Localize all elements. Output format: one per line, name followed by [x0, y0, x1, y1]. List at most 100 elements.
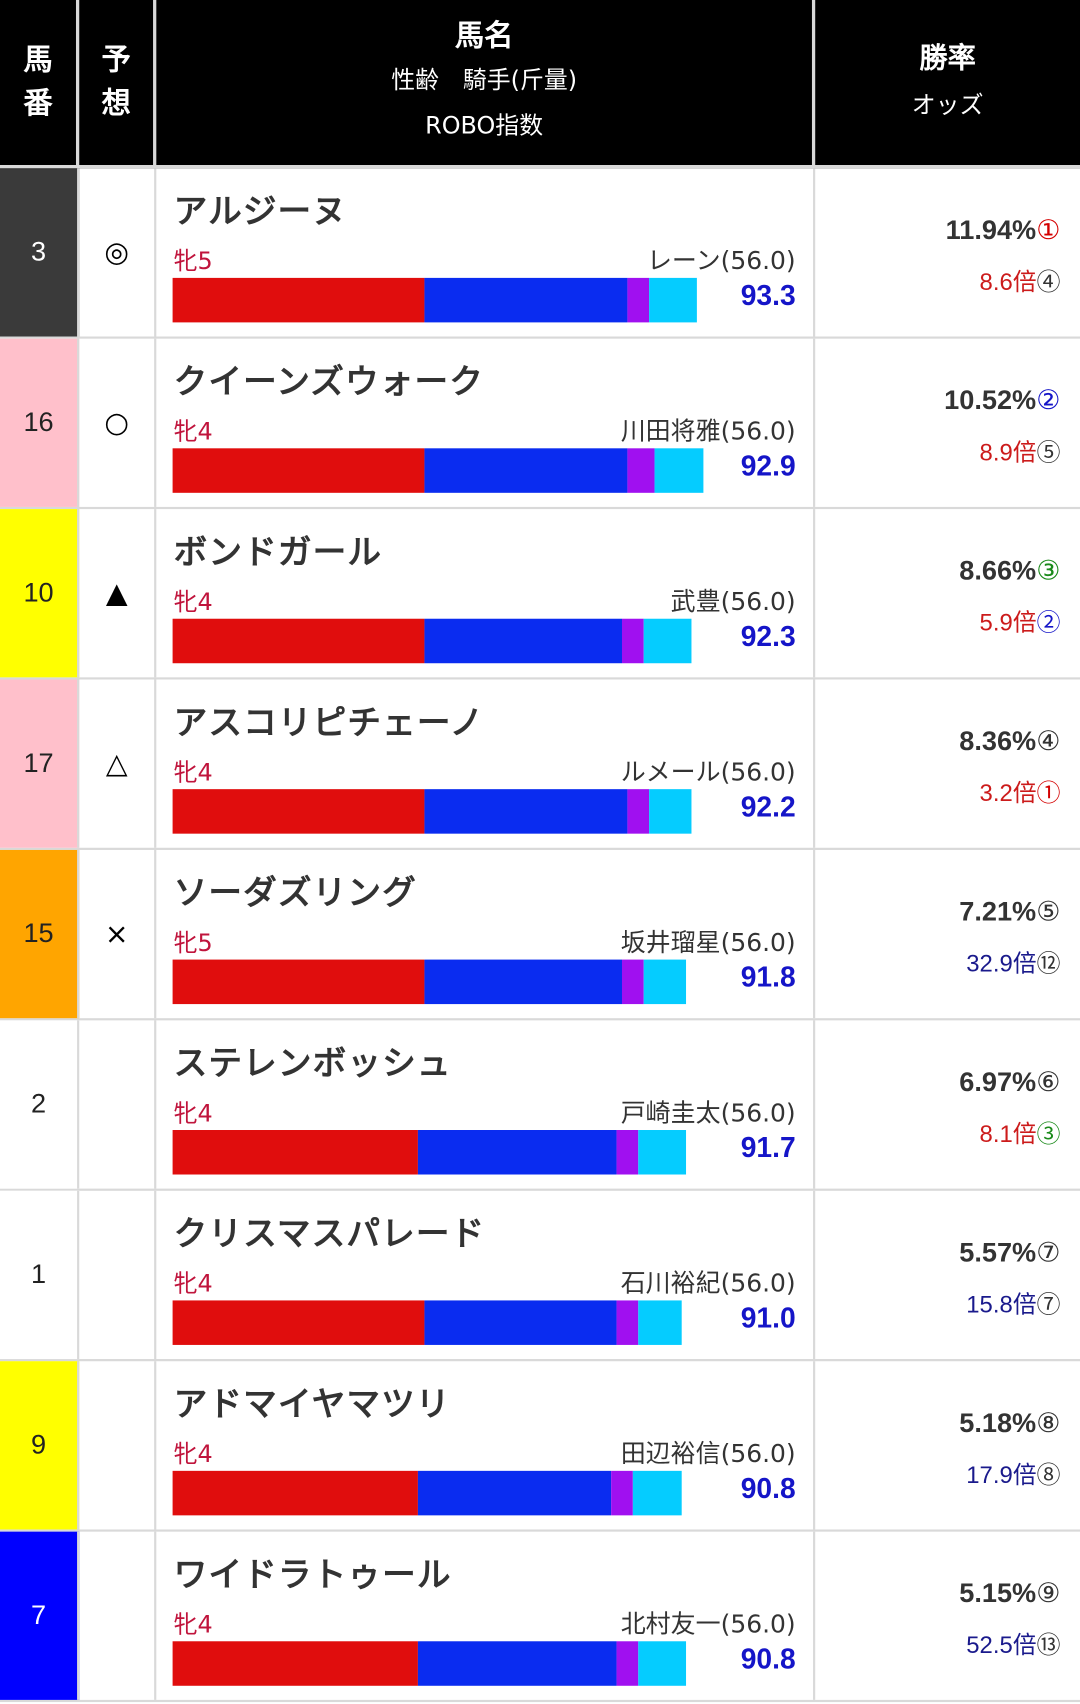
- jockey-weight: レーン(56.0): [646, 247, 796, 276]
- prediction-mark: ○: [104, 406, 130, 440]
- robo-index-value: 92.9: [740, 449, 796, 482]
- win-rate-rank: ⑧: [1036, 1407, 1061, 1439]
- robo-index-value: 91.0: [740, 1301, 796, 1335]
- prediction-mark: ▲: [105, 576, 128, 610]
- horse-name[interactable]: アルジーヌ: [173, 192, 348, 232]
- robo-index-value: 91.8: [740, 960, 796, 994]
- win-rate: 8.36%④: [959, 725, 1060, 758]
- horse-name[interactable]: アドマイヤマツリ: [173, 1385, 451, 1425]
- win-rate-value: 11.94%: [945, 214, 1037, 246]
- odds: 8.1倍③: [980, 1115, 1061, 1150]
- robo-index-bar-segment: [611, 1470, 633, 1516]
- robo-index-bar-segment: [654, 448, 704, 493]
- robo-index-bar: [172, 1300, 682, 1345]
- win-rate-rank: ⑥: [1036, 1067, 1061, 1098]
- win-rate: 11.94%①: [946, 214, 1061, 247]
- odds-value: 3.2倍: [979, 779, 1037, 807]
- sex-age: 牝4: [173, 589, 213, 617]
- table-row[interactable]: 16 ○ クイーンズウォーク 牝4 川田将雅(56.0) 92.9 10.52%…: [0, 338, 1080, 510]
- header-win-rate: 勝率 オッズ: [815, 0, 1080, 165]
- prediction-mark-cell: [79, 1361, 157, 1530]
- horse-number: 2: [30, 1088, 47, 1120]
- sex-age: 牝4: [173, 419, 213, 447]
- horse-number-cell: 2: [0, 1020, 80, 1189]
- table-row[interactable]: 3 ◎ アルジーヌ 牝5 レーン(56.0) 93.3 11.94%① 8.6倍…: [0, 168, 1080, 339]
- header-horse-number-line2: 番: [23, 86, 53, 121]
- horse-name[interactable]: アスコリピチェーノ: [173, 703, 485, 743]
- header-horse-number: 馬 番: [0, 0, 80, 165]
- robo-index-bar-segment: [627, 448, 655, 493]
- horse-number-cell: 3: [0, 168, 80, 337]
- sex-age: 牝4: [173, 1611, 213, 1640]
- horse-name[interactable]: ワイドラトゥール: [173, 1555, 452, 1595]
- robo-index-bar-segment: [172, 1470, 418, 1516]
- robo-index-bar-segment: [632, 1470, 682, 1516]
- horse-number: 1: [30, 1259, 47, 1290]
- horse-number-cell: 10: [0, 509, 80, 678]
- odds-rank: ⑬: [1036, 1631, 1061, 1659]
- odds: 17.9倍⑧: [966, 1456, 1060, 1491]
- robo-index-bar-segment: [172, 1641, 418, 1686]
- prediction-mark-cell: [79, 1190, 157, 1360]
- horse-name[interactable]: クイーンズウォーク: [173, 362, 484, 402]
- robo-index-bar-segment: [616, 1300, 639, 1345]
- odds-rank: ③: [1036, 1120, 1061, 1148]
- header-prediction-line2: 想: [101, 86, 131, 121]
- robo-index-bar: [172, 959, 687, 1005]
- odds-value: 52.5倍: [966, 1631, 1037, 1659]
- win-rate-rank: ⑦: [1036, 1237, 1061, 1268]
- win-rate-rank: ②: [1036, 385, 1061, 416]
- horse-name[interactable]: ステレンボッシュ: [173, 1044, 452, 1084]
- robo-index-bar-segment: [649, 277, 697, 323]
- sex-age: 牝5: [173, 248, 213, 276]
- horse-name[interactable]: クリスマスパレード: [173, 1214, 486, 1254]
- horse-number-cell: 15: [0, 849, 80, 1019]
- horse-info-cell: クイーンズウォーク 牝4 川田将雅(56.0) 92.9: [156, 338, 816, 507]
- robo-index-bar-segment: [172, 959, 425, 1005]
- horse-number-cell: 17: [0, 679, 80, 848]
- robo-index-bar-segment: [621, 618, 644, 664]
- prediction-mark: ×: [104, 917, 129, 951]
- robo-index-bar-segment: [417, 1641, 617, 1686]
- win-rate-value: 7.21%: [959, 896, 1037, 928]
- jockey-weight: 川田将雅(56.0): [620, 417, 796, 447]
- jockey-weight: 戸崎圭太(56.0): [620, 1099, 796, 1128]
- odds-rank: ①: [1036, 779, 1061, 807]
- horse-number: 9: [30, 1429, 47, 1460]
- table-row[interactable]: 2 ステレンボッシュ 牝4 戸崎圭太(56.0) 91.7 6.97%⑥ 8.1…: [0, 1020, 1080, 1191]
- odds: 8.6倍④: [980, 263, 1061, 298]
- robo-index-value: 93.3: [740, 278, 796, 312]
- table-row[interactable]: 15 × ソーダズリング 牝5 坂井瑠星(56.0) 91.8 7.21%⑤ 3…: [0, 849, 1080, 1021]
- robo-index-bar: [172, 277, 697, 323]
- header-win-rate-title: 勝率: [919, 42, 976, 75]
- horse-name[interactable]: ソーダズリング: [173, 873, 417, 913]
- horse-name[interactable]: ボンドガール: [173, 532, 383, 573]
- horse-number-cell: 16: [0, 338, 80, 507]
- win-rate-value: 5.15%: [959, 1578, 1037, 1609]
- table-row[interactable]: 1 クリスマスパレード 牝4 石川裕紀(56.0) 91.0 5.57%⑦ 15…: [0, 1190, 1080, 1362]
- odds-value: 8.9倍: [979, 438, 1037, 466]
- prediction-mark: ◎: [104, 236, 130, 269]
- robo-index-bar-segment: [424, 618, 622, 664]
- sex-age: 牝4: [173, 1271, 213, 1299]
- horse-info-cell: アルジーヌ 牝5 レーン(56.0) 93.3: [156, 168, 816, 337]
- table-row[interactable]: 10 ▲ ボンドガール 牝4 武豊(56.0) 92.3 8.66%③ 5.9倍…: [0, 509, 1080, 680]
- header-prediction-line1: 予: [101, 43, 131, 78]
- odds-value: 5.9倍: [979, 608, 1037, 637]
- table-row[interactable]: 17 △ アスコリピチェーノ 牝4 ルメール(56.0) 92.2 8.36%④…: [0, 679, 1080, 850]
- win-rate-cell: 8.66%③ 5.9倍②: [815, 509, 1080, 677]
- odds-value: 15.8倍: [966, 1290, 1037, 1318]
- robo-index-bar-segment: [649, 789, 692, 834]
- prediction-mark-cell: △: [79, 679, 157, 848]
- horse-info-cell: アドマイヤマツリ 牝4 田辺裕信(56.0) 90.8: [156, 1361, 816, 1530]
- win-rate-cell: 8.36%④ 3.2倍①: [815, 680, 1080, 848]
- jockey-weight: 坂井瑠星(56.0): [620, 929, 796, 958]
- win-rate: 6.97%⑥: [959, 1066, 1060, 1099]
- table-row[interactable]: 7 ワイドラトゥール 牝4 北村友一(56.0) 90.8 5.15%⑨ 52.…: [0, 1531, 1080, 1703]
- horse-info-cell: ボンドガール 牝4 武豊(56.0) 92.3: [156, 509, 816, 678]
- table-row[interactable]: 9 アドマイヤマツリ 牝4 田辺裕信(56.0) 90.8 5.18%⑧ 17.…: [0, 1361, 1080, 1532]
- header-odds: オッズ: [911, 92, 984, 120]
- robo-index-value: 92.3: [740, 619, 796, 653]
- odds-rank: ⑦: [1036, 1290, 1061, 1318]
